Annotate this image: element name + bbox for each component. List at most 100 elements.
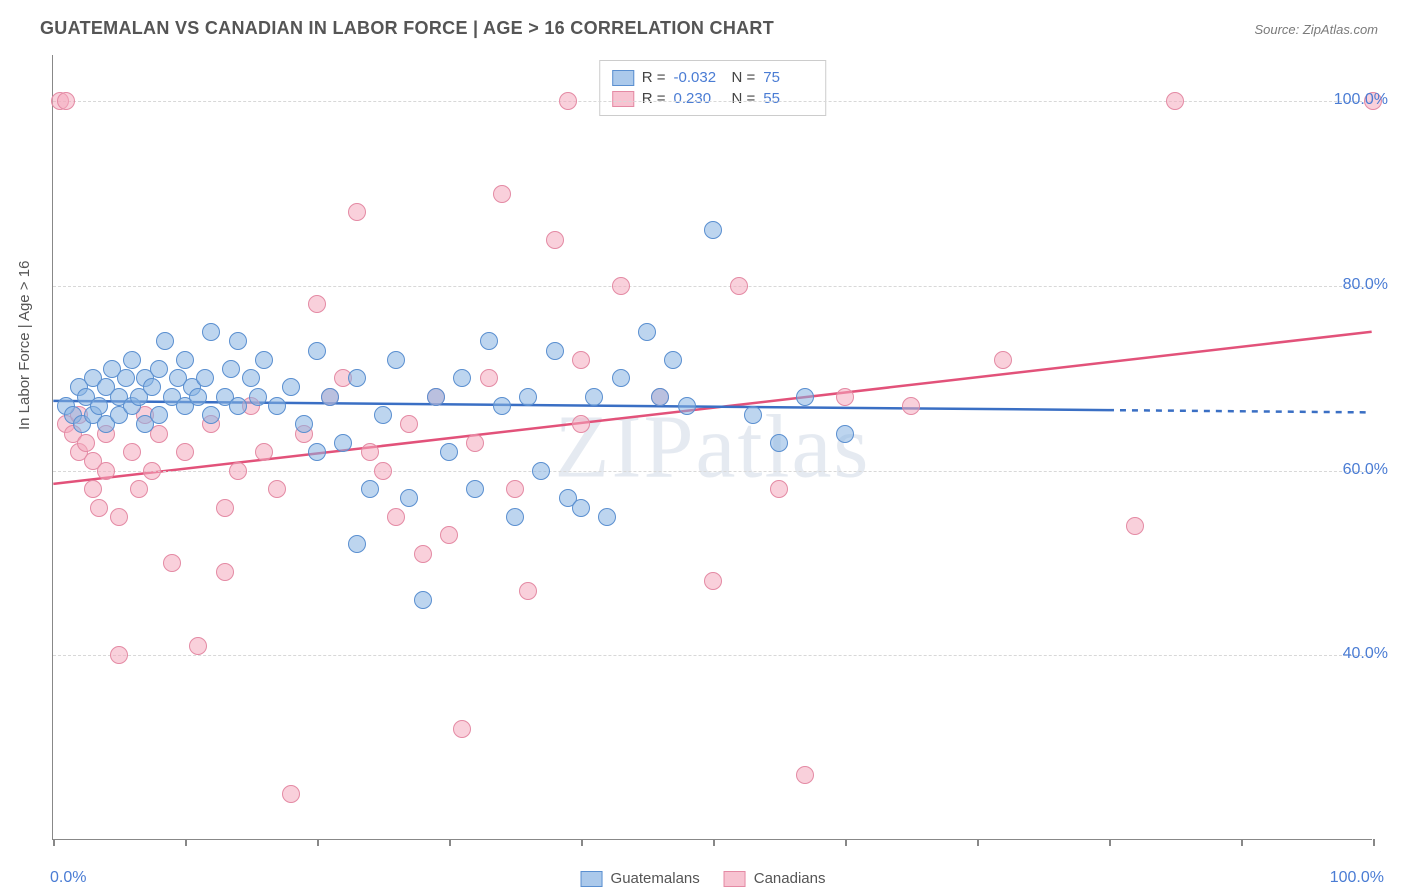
data-point xyxy=(493,185,511,203)
y-tick-label: 80.0% xyxy=(1343,276,1388,294)
data-point xyxy=(387,508,405,526)
data-point xyxy=(466,434,484,452)
data-point xyxy=(156,332,174,350)
x-tick xyxy=(1373,839,1375,846)
x-tick xyxy=(1109,839,1111,846)
data-point xyxy=(453,720,471,738)
data-point xyxy=(348,203,366,221)
legend-swatch xyxy=(612,91,634,107)
x-tick xyxy=(713,839,715,846)
data-point xyxy=(559,92,577,110)
data-point xyxy=(308,443,326,461)
data-point xyxy=(130,480,148,498)
data-point xyxy=(836,425,854,443)
data-point xyxy=(427,388,445,406)
data-point xyxy=(730,277,748,295)
data-point xyxy=(123,443,141,461)
data-point xyxy=(598,508,616,526)
data-point xyxy=(361,443,379,461)
grid-line xyxy=(53,286,1372,287)
data-point xyxy=(90,499,108,517)
legend-correlation: R =-0.032N =75R =0.230N =55 xyxy=(599,60,827,116)
data-point xyxy=(902,397,920,415)
data-point xyxy=(546,342,564,360)
legend-swatch xyxy=(612,70,634,86)
data-point xyxy=(196,369,214,387)
data-point xyxy=(440,526,458,544)
x-tick xyxy=(845,839,847,846)
data-point xyxy=(770,480,788,498)
data-point xyxy=(572,351,590,369)
data-point xyxy=(387,351,405,369)
data-point xyxy=(57,92,75,110)
data-point xyxy=(506,508,524,526)
legend-swatch xyxy=(581,871,603,887)
data-point xyxy=(704,572,722,590)
data-point xyxy=(163,554,181,572)
data-point xyxy=(202,323,220,341)
data-point xyxy=(440,443,458,461)
data-point xyxy=(480,332,498,350)
data-point xyxy=(84,480,102,498)
data-point xyxy=(453,369,471,387)
x-axis-min: 0.0% xyxy=(50,869,86,887)
legend-series: Guatemalans Canadians xyxy=(581,870,826,887)
data-point xyxy=(255,351,273,369)
data-point xyxy=(374,462,392,480)
data-point xyxy=(150,406,168,424)
data-point xyxy=(222,360,240,378)
data-point xyxy=(334,434,352,452)
data-point xyxy=(348,369,366,387)
data-point xyxy=(143,378,161,396)
data-point xyxy=(150,360,168,378)
legend-item: Canadians xyxy=(724,870,826,887)
data-point xyxy=(77,434,95,452)
data-point xyxy=(249,388,267,406)
data-point xyxy=(229,462,247,480)
y-tick-label: 40.0% xyxy=(1343,645,1388,663)
data-point xyxy=(678,397,696,415)
data-point xyxy=(308,342,326,360)
data-point xyxy=(796,388,814,406)
data-point xyxy=(651,388,669,406)
data-point xyxy=(612,369,630,387)
data-point xyxy=(97,462,115,480)
y-tick-label: 60.0% xyxy=(1343,461,1388,479)
data-point xyxy=(176,443,194,461)
data-point xyxy=(268,480,286,498)
data-point xyxy=(400,415,418,433)
data-point xyxy=(242,369,260,387)
data-point xyxy=(585,388,603,406)
data-point xyxy=(466,480,484,498)
data-point xyxy=(282,785,300,803)
data-point xyxy=(493,397,511,415)
data-point xyxy=(321,388,339,406)
data-point xyxy=(994,351,1012,369)
grid-line xyxy=(53,655,1372,656)
source-label: Source: ZipAtlas.com xyxy=(1254,22,1378,37)
data-point xyxy=(546,231,564,249)
x-tick xyxy=(317,839,319,846)
data-point xyxy=(229,397,247,415)
data-point xyxy=(414,591,432,609)
data-point xyxy=(348,535,366,553)
watermark: ZIPatlas xyxy=(555,396,871,499)
legend-corr-row: R =0.230N =55 xyxy=(612,88,814,109)
data-point xyxy=(308,295,326,313)
y-axis-label: In Labor Force | Age > 16 xyxy=(16,261,33,430)
legend-item: Guatemalans xyxy=(581,870,700,887)
data-point xyxy=(836,388,854,406)
data-point xyxy=(572,499,590,517)
data-point xyxy=(123,351,141,369)
data-point xyxy=(110,646,128,664)
data-point xyxy=(519,388,537,406)
trend-lines xyxy=(53,55,1372,839)
data-point xyxy=(1166,92,1184,110)
data-point xyxy=(744,406,762,424)
data-point xyxy=(176,351,194,369)
chart-title: GUATEMALAN VS CANADIAN IN LABOR FORCE | … xyxy=(40,18,774,39)
data-point xyxy=(189,388,207,406)
data-point xyxy=(612,277,630,295)
data-point xyxy=(374,406,392,424)
y-tick-label: 100.0% xyxy=(1334,91,1388,109)
